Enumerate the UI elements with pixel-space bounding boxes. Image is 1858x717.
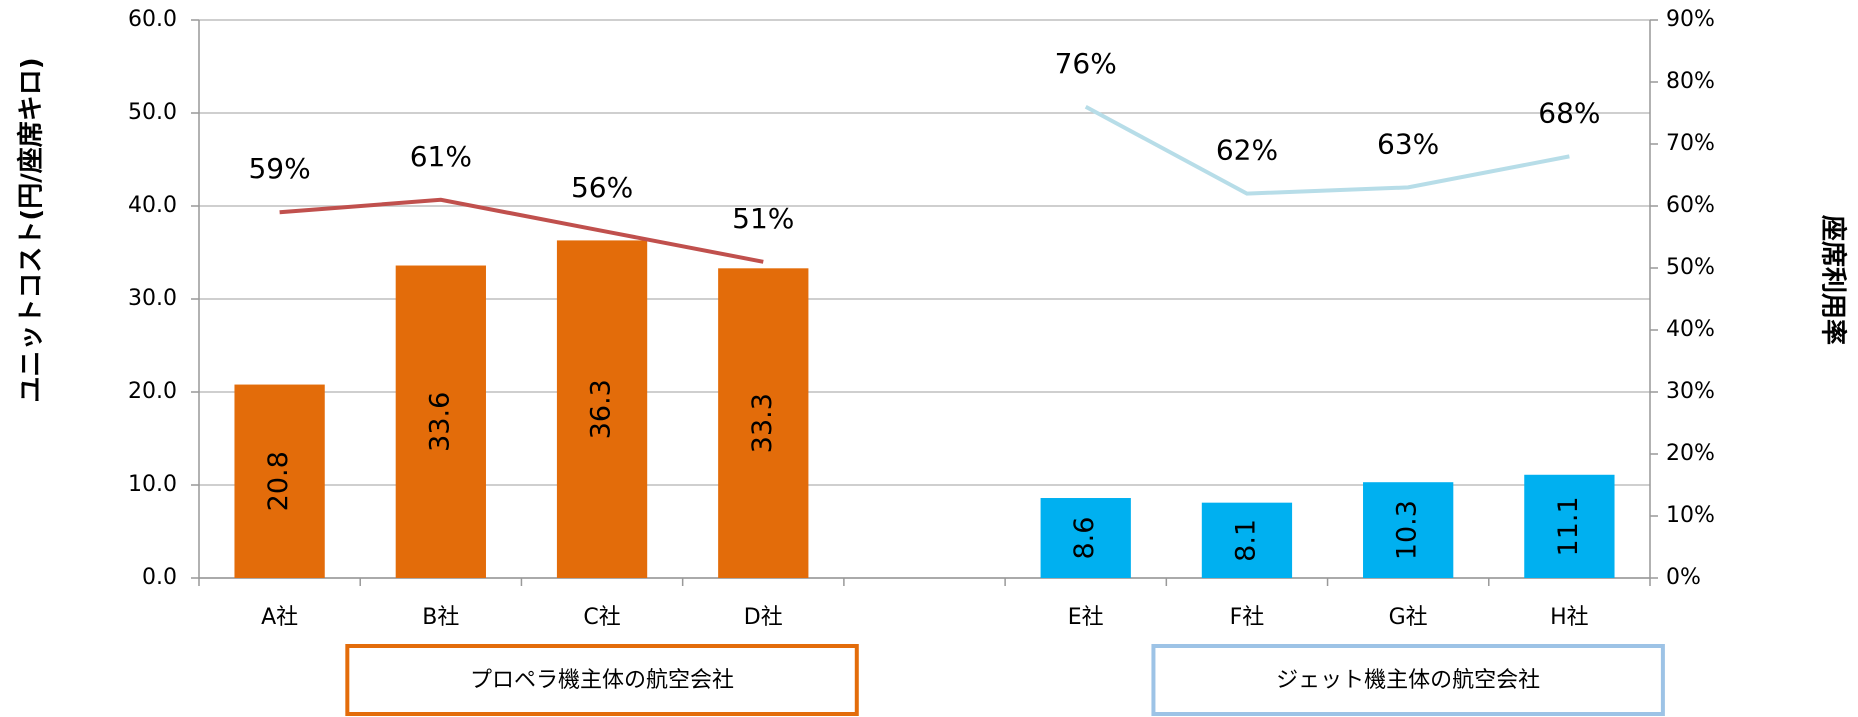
y2-tick-label: 80% bbox=[1666, 69, 1715, 94]
x-tick-label: F社 bbox=[1230, 605, 1265, 630]
bar-value-label: 8.6 bbox=[1069, 517, 1100, 560]
y2-tick-label: 70% bbox=[1666, 131, 1715, 156]
group-box bbox=[1151, 644, 1665, 716]
bar bbox=[1363, 482, 1454, 578]
y2-tick-label: 0% bbox=[1666, 565, 1701, 590]
x-tick-label: A社 bbox=[261, 605, 298, 630]
y-tick-label: 30.0 bbox=[128, 286, 177, 311]
line-value-label: 61% bbox=[410, 140, 472, 173]
line-value-label: 76% bbox=[1055, 47, 1117, 80]
y-axis-label: ユニットコスト(円/座席キロ) bbox=[16, 57, 47, 402]
bar bbox=[395, 265, 486, 578]
bar bbox=[1201, 502, 1293, 578]
y2-axis-label: 座席利用率 bbox=[1818, 215, 1849, 345]
x-tick-label: G社 bbox=[1389, 605, 1428, 630]
x-tick-label: C社 bbox=[583, 605, 620, 630]
x-tick-label: D社 bbox=[744, 605, 783, 630]
y2-tick-label: 30% bbox=[1666, 379, 1715, 404]
bar bbox=[718, 268, 809, 578]
line-value-label: 68% bbox=[1538, 96, 1600, 129]
line-value-label: 51% bbox=[732, 202, 794, 235]
y-tick-label: 50.0 bbox=[128, 100, 177, 125]
bar bbox=[1040, 498, 1131, 578]
y2-tick-label: 20% bbox=[1666, 441, 1715, 466]
y-tick-label: 40.0 bbox=[128, 193, 177, 218]
line-value-label: 62% bbox=[1216, 134, 1278, 167]
line bbox=[1084, 105, 1570, 196]
x-tick-label: H社 bbox=[1550, 605, 1589, 630]
bar bbox=[234, 384, 325, 578]
line bbox=[279, 197, 764, 264]
y-tick-label: 0.0 bbox=[142, 565, 177, 590]
bar bbox=[556, 240, 648, 578]
bar-value-label: 36.3 bbox=[586, 379, 617, 439]
bar-value-label: 11.1 bbox=[1553, 496, 1584, 556]
line-value-label: 63% bbox=[1377, 127, 1439, 160]
y2-tick-label: 50% bbox=[1666, 255, 1715, 280]
line-value-label: 56% bbox=[571, 171, 633, 204]
bar bbox=[1524, 474, 1615, 578]
y2-tick-label: 90% bbox=[1666, 7, 1715, 32]
line-value-label: 59% bbox=[248, 152, 310, 185]
y-tick-label: 20.0 bbox=[128, 379, 177, 404]
y-tick-label: 10.0 bbox=[128, 472, 177, 497]
bar-value-label: 33.3 bbox=[747, 393, 778, 453]
bar-value-label: 33.6 bbox=[424, 392, 455, 452]
y2-tick-label: 40% bbox=[1666, 317, 1715, 342]
group-label: ジェット機主体の航空会社 bbox=[1276, 668, 1540, 693]
bar-value-label: 20.8 bbox=[263, 451, 294, 511]
bar-value-label: 8.1 bbox=[1230, 519, 1261, 562]
y2-tick-label: 60% bbox=[1666, 193, 1715, 218]
bar-value-label: 10.3 bbox=[1392, 500, 1423, 560]
y-tick-label: 60.0 bbox=[128, 7, 177, 32]
group-box bbox=[345, 644, 859, 716]
x-tick-label: B社 bbox=[422, 605, 459, 630]
y2-tick-label: 10% bbox=[1666, 503, 1715, 528]
group-label: プロペラ機主体の航空会社 bbox=[470, 668, 734, 693]
x-tick-label: E社 bbox=[1068, 605, 1104, 630]
